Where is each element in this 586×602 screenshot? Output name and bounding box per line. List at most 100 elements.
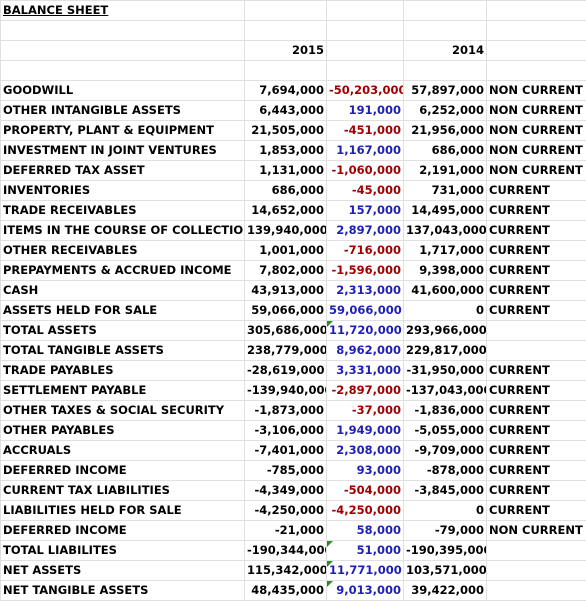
value-2015[interactable]: 238,779,000: [244, 340, 327, 361]
cell[interactable]: [244, 0, 327, 21]
change-value[interactable]: 1,949,000: [326, 420, 404, 441]
change-value[interactable]: -1,596,000: [326, 260, 404, 281]
row-label[interactable]: ASSETS HELD FOR SALE: [0, 300, 245, 321]
change-value[interactable]: -45,000: [326, 180, 404, 201]
value-2015[interactable]: -1,873,000: [244, 400, 327, 421]
value-2014[interactable]: 137,043,000: [403, 220, 487, 241]
change-value[interactable]: 191,000: [326, 100, 404, 121]
classification[interactable]: CURRENT: [486, 500, 586, 521]
row-label[interactable]: DEFERRED TAX ASSET: [0, 160, 245, 181]
classification[interactable]: CURRENT: [486, 240, 586, 261]
cell[interactable]: [244, 20, 327, 41]
row-label[interactable]: OTHER TAXES & SOCIAL SECURITY: [0, 400, 245, 421]
cell[interactable]: [486, 60, 586, 81]
value-2015[interactable]: 6,443,000: [244, 100, 327, 121]
value-2015[interactable]: 43,913,000: [244, 280, 327, 301]
value-2014[interactable]: -9,709,000: [403, 440, 487, 461]
classification[interactable]: NON CURRENT: [486, 160, 586, 181]
classification[interactable]: CURRENT: [486, 420, 586, 441]
row-label[interactable]: OTHER RECEIVABLES: [0, 240, 245, 261]
row-label[interactable]: LIABILITIES HELD FOR SALE: [0, 500, 245, 521]
value-2015[interactable]: -190,344,000: [244, 540, 327, 561]
value-2015[interactable]: -4,250,000: [244, 500, 327, 521]
change-value[interactable]: 59,066,000: [326, 300, 404, 321]
row-label[interactable]: PREPAYMENTS & ACCRUED INCOME: [0, 260, 245, 281]
row-label[interactable]: INVENTORIES: [0, 180, 245, 201]
value-2014[interactable]: 103,571,000: [403, 560, 487, 581]
row-label[interactable]: TOTAL LIABILITES: [0, 540, 245, 561]
value-2015[interactable]: 59,066,000: [244, 300, 327, 321]
value-2014[interactable]: 0: [403, 500, 487, 521]
classification[interactable]: CURRENT: [486, 200, 586, 221]
value-2014[interactable]: 0: [403, 300, 487, 321]
value-2015[interactable]: 139,940,000: [244, 220, 327, 241]
change-value[interactable]: 8,962,000: [326, 340, 404, 361]
classification[interactable]: [486, 540, 586, 561]
value-2015[interactable]: -7,401,000: [244, 440, 327, 461]
value-2015[interactable]: 48,435,000: [244, 580, 327, 601]
value-2015[interactable]: -4,349,000: [244, 480, 327, 501]
year-2015-header[interactable]: 2015: [244, 40, 327, 61]
row-label[interactable]: PROPERTY, PLANT & EQUIPMENT: [0, 120, 245, 141]
value-2015[interactable]: -785,000: [244, 460, 327, 481]
value-2014[interactable]: 1,717,000: [403, 240, 487, 261]
row-label[interactable]: OTHER INTANGIBLE ASSETS: [0, 100, 245, 121]
row-label[interactable]: TOTAL TANGIBLE ASSETS: [0, 340, 245, 361]
change-value[interactable]: -1,060,000: [326, 160, 404, 181]
value-2014[interactable]: -3,845,000: [403, 480, 487, 501]
cell[interactable]: [326, 0, 404, 21]
change-value[interactable]: -37,000: [326, 400, 404, 421]
classification[interactable]: NON CURRENT: [486, 100, 586, 121]
cell[interactable]: [486, 0, 586, 21]
value-2014[interactable]: -79,000: [403, 520, 487, 541]
row-label[interactable]: DEFERRED INCOME: [0, 460, 245, 481]
cell[interactable]: [0, 20, 245, 41]
change-value[interactable]: 157,000: [326, 200, 404, 221]
value-2015[interactable]: -21,000: [244, 520, 327, 541]
value-2014[interactable]: 229,817,000: [403, 340, 487, 361]
change-value[interactable]: -716,000: [326, 240, 404, 261]
value-2014[interactable]: 9,398,000: [403, 260, 487, 281]
cell[interactable]: [486, 40, 586, 61]
value-2015[interactable]: 1,131,000: [244, 160, 327, 181]
row-label[interactable]: NET ASSETS: [0, 560, 245, 581]
classification[interactable]: [486, 320, 586, 341]
row-label[interactable]: SETTLEMENT PAYABLE: [0, 380, 245, 401]
row-label[interactable]: TRADE RECEIVABLES: [0, 200, 245, 221]
value-2014[interactable]: 293,966,000: [403, 320, 487, 341]
row-label[interactable]: GOODWILL: [0, 80, 245, 101]
value-2015[interactable]: 686,000: [244, 180, 327, 201]
value-2014[interactable]: -878,000: [403, 460, 487, 481]
sheet-title[interactable]: BALANCE SHEET: [0, 0, 245, 21]
classification[interactable]: NON CURRENT: [486, 140, 586, 161]
classification[interactable]: CURRENT: [486, 180, 586, 201]
change-value[interactable]: -2,897,000: [326, 380, 404, 401]
row-label[interactable]: CASH: [0, 280, 245, 301]
row-label[interactable]: DEFERRED INCOME: [0, 520, 245, 541]
cell[interactable]: [403, 60, 487, 81]
value-2015[interactable]: -139,940,000: [244, 380, 327, 401]
change-value[interactable]: -4,250,000: [326, 500, 404, 521]
value-2014[interactable]: 57,897,000: [403, 80, 487, 101]
change-value[interactable]: -451,000: [326, 120, 404, 141]
change-value[interactable]: 58,000: [326, 520, 404, 541]
classification[interactable]: CURRENT: [486, 380, 586, 401]
row-label[interactable]: OTHER PAYABLES: [0, 420, 245, 441]
value-2014[interactable]: 39,422,000: [403, 580, 487, 601]
classification[interactable]: CURRENT: [486, 300, 586, 321]
cell[interactable]: [486, 20, 586, 41]
value-2015[interactable]: 21,505,000: [244, 120, 327, 141]
cell[interactable]: [0, 60, 245, 81]
change-value[interactable]: 1,167,000: [326, 140, 404, 161]
classification[interactable]: [486, 560, 586, 581]
row-label[interactable]: TOTAL ASSETS: [0, 320, 245, 341]
classification[interactable]: CURRENT: [486, 400, 586, 421]
cell[interactable]: [326, 20, 404, 41]
classification[interactable]: CURRENT: [486, 220, 586, 241]
value-2014[interactable]: 686,000: [403, 140, 487, 161]
classification[interactable]: CURRENT: [486, 360, 586, 381]
cell[interactable]: [0, 40, 245, 61]
change-value[interactable]: 11,720,000: [326, 320, 404, 341]
change-value[interactable]: -504,000: [326, 480, 404, 501]
classification[interactable]: NON CURRENT: [486, 80, 586, 101]
